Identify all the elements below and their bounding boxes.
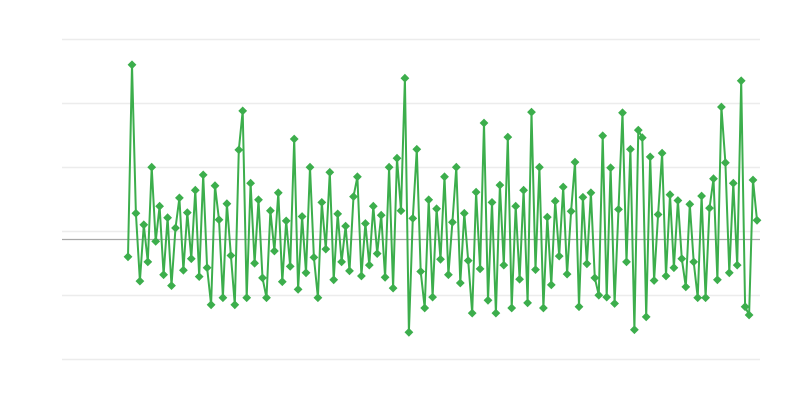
data-series-green: [123, 60, 762, 337]
gridlines: [62, 38, 760, 361]
series-line: [127, 63, 758, 334]
